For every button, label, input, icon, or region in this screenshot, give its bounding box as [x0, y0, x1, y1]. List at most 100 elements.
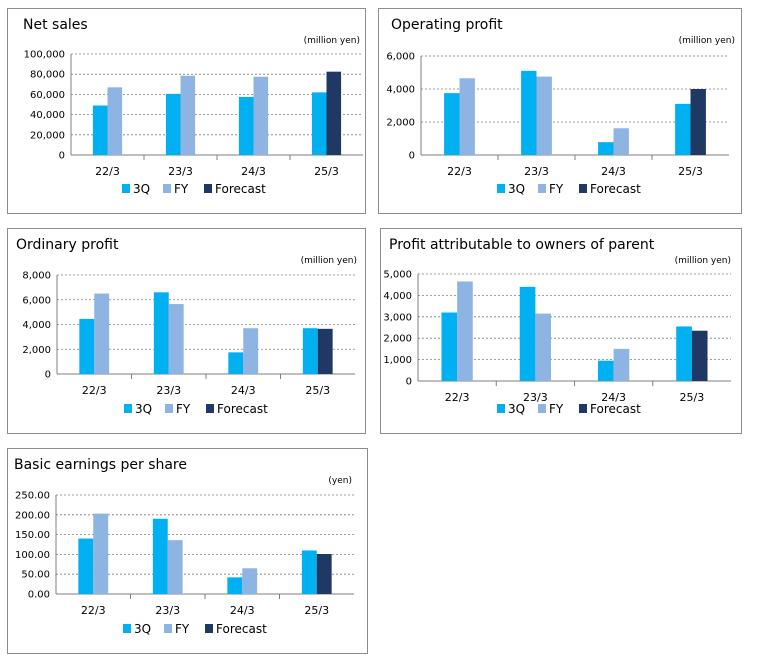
chart-title: Profit attributable to owners of parent — [389, 237, 655, 253]
legend-label-3q: 3Q — [134, 622, 151, 636]
legend-swatch-fy — [163, 184, 171, 193]
bar-fy-24-3 — [613, 128, 629, 155]
x-tick-label: 23/3 — [524, 165, 549, 178]
chart-svg-operating-profit: Operating profit (million yen) 0 2,000 4,000… — [386, 17, 735, 196]
bar-3q-23-3 — [521, 70, 537, 155]
legend-swatch-fy — [538, 184, 546, 193]
x-tick-label: 25/3 — [305, 384, 330, 397]
y-tick-label: 80,000 — [30, 70, 65, 81]
bar-forecast-25-3 — [691, 330, 708, 381]
y-tick-label: 100.00 — [15, 550, 50, 561]
legend-swatch-forecast — [205, 624, 213, 633]
bar-3q-22-3 — [78, 538, 94, 594]
legend-label-forecast: Forecast — [590, 402, 641, 416]
legend-swatch-3q — [497, 404, 505, 413]
y-tick-label: 2,000 — [22, 345, 51, 356]
bar-forecast-25-3 — [316, 554, 332, 594]
y-tick-label: 50.00 — [21, 570, 50, 581]
chart-unit-label: (million yen) — [675, 256, 731, 266]
bar-forecast-25-3 — [690, 89, 706, 155]
bar-3q-24-3 — [227, 577, 243, 594]
chart-unit-label: (million yen) — [304, 36, 360, 46]
x-tick-label: 24/3 — [601, 165, 626, 178]
chart-panel-eps: Basic earnings per share (yen) 0.00 50.00 10… — [7, 448, 368, 654]
chart-title: Ordinary profit — [16, 237, 119, 253]
chart-svg-net-sales: Net sales (million yen) 0 20,000 40,000 60,00… — [23, 17, 363, 196]
legend-swatch-3q — [124, 404, 132, 413]
bar-fy-22-3 — [93, 513, 109, 594]
y-tick-label: 2,000 — [383, 334, 412, 345]
y-tick-label: 20,000 — [30, 130, 65, 141]
bar-3q-23-3 — [152, 518, 168, 594]
legend-swatch-forecast — [204, 184, 212, 193]
y-tick-label: 1,000 — [383, 355, 412, 366]
bar-3q-25-3 — [675, 103, 691, 155]
legend-swatch-3q — [497, 184, 505, 193]
bar-fy-24-3 — [253, 76, 269, 155]
bar-forecast-25-3 — [317, 328, 333, 374]
legend-label-forecast: Forecast — [216, 622, 267, 636]
bar-3q-23-3 — [165, 93, 181, 155]
y-tick-label: 3,000 — [383, 312, 412, 323]
chart-svg-ordinary-profit: Ordinary profit (million yen) 0 2,000 4,000 6… — [16, 237, 357, 416]
bar-fy-24-3 — [613, 348, 630, 381]
y-tick-label: 0 — [45, 370, 51, 381]
legend-swatch-fy — [164, 624, 172, 633]
chart-title: Operating profit — [391, 17, 503, 33]
bar-fy-23-3 — [167, 540, 183, 594]
x-tick-label: 25/3 — [304, 604, 329, 617]
chart-title: Basic earnings per share — [14, 457, 187, 473]
x-tick-label: 25/3 — [314, 165, 339, 178]
legend-label-fy: FY — [549, 402, 564, 416]
y-tick-label: 60,000 — [30, 90, 65, 101]
bar-fy-22-3 — [107, 87, 123, 155]
bar-3q-25-3 — [302, 328, 318, 374]
legend-swatch-forecast — [579, 184, 587, 193]
y-tick-label: 0 — [59, 151, 65, 162]
y-tick-label: 0 — [409, 151, 415, 162]
chart-unit-label: (million yen) — [679, 36, 735, 46]
chart-unit-label: (million yen) — [301, 256, 357, 266]
bar-fy-23-3 — [536, 76, 552, 155]
x-tick-label: 22/3 — [447, 165, 472, 178]
bar-3q-25-3 — [676, 326, 692, 381]
x-tick-label: 24/3 — [230, 604, 255, 617]
y-tick-label: 100,000 — [24, 50, 65, 61]
bar-3q-25-3 — [311, 92, 327, 155]
chart-svg-profit-owners: Profit attributable to owners of parent (… — [383, 237, 731, 416]
chart-panel-operating-profit: Operating profit (million yen) 0 2,000 4,000… — [378, 8, 742, 214]
x-tick-label: 22/3 — [445, 391, 470, 404]
bar-fy-23-3 — [180, 75, 196, 155]
y-tick-label: 200.00 — [15, 510, 50, 521]
legend-label-3q: 3Q — [508, 182, 525, 196]
x-tick-label: 23/3 — [168, 165, 193, 178]
bar-fy-22-3 — [457, 281, 473, 381]
bar-fy-24-3 — [243, 328, 259, 374]
bar-fy-22-3 — [94, 293, 110, 374]
y-tick-label: 6,000 — [22, 295, 51, 306]
y-tick-label: 0.00 — [28, 590, 50, 601]
legend-swatch-3q — [123, 624, 131, 633]
x-tick-label: 23/3 — [155, 604, 180, 617]
legend-swatch-3q — [122, 184, 130, 193]
legend-swatch-forecast — [579, 404, 587, 413]
bar-fy-22-3 — [459, 78, 475, 155]
y-tick-label: 40,000 — [30, 110, 65, 121]
legend-label-fy: FY — [175, 622, 190, 636]
legend-label-fy: FY — [176, 402, 191, 416]
bar-3q-22-3 — [444, 93, 460, 155]
bar-3q-24-3 — [238, 96, 254, 155]
bar-3q-22-3 — [92, 105, 108, 155]
y-tick-label: 8,000 — [22, 271, 51, 282]
x-tick-label: 24/3 — [601, 391, 626, 404]
chart-panel-ordinary-profit: Ordinary profit (million yen) 0 2,000 4,000 6… — [7, 228, 366, 434]
bar-3q-23-3 — [153, 292, 169, 374]
x-tick-label: 22/3 — [82, 384, 107, 397]
chart-unit-label: (yen) — [328, 476, 352, 486]
legend-label-forecast: Forecast — [215, 182, 266, 196]
bar-3q-24-3 — [598, 142, 614, 155]
legend-swatch-forecast — [206, 404, 214, 413]
y-tick-label: 4,000 — [22, 320, 51, 331]
bar-3q-24-3 — [597, 360, 614, 381]
x-tick-label: 24/3 — [231, 384, 256, 397]
